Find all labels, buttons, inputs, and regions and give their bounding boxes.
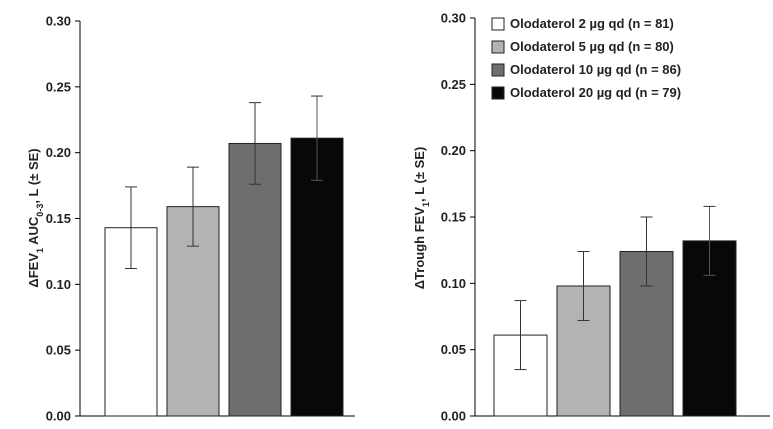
right-legend-label-2: Olodaterol 5 µg qd (n = 80) [510,39,674,54]
left-bar-3 [228,142,282,417]
left-y-axis-title-part: ΔFEV [26,253,41,288]
right-y-tick-label: 0.10 [441,276,466,291]
left-y-tick-label: 0.05 [46,343,71,358]
right-legend-label-3: Olodaterol 10 µg qd (n = 86) [510,62,681,77]
left-y-tick-label: 0.15 [46,211,71,226]
left-y-tick-label: 0.00 [46,409,71,424]
chart-left-fev1-auc: 0.00 0.05 0.10 0.15 0.20 0.25 0.30 ΔFEV1 AUC0-3… [26,14,355,424]
left-y-tick-label: 0.10 [46,277,71,292]
left-bar-4 [290,137,344,417]
right-y-axis-title-part: , L (± SE) [412,147,427,202]
right-y-tick-label: 0.00 [441,409,466,424]
left-y-axis-title-part: 1 [35,248,45,253]
left-y-tick-label: 0.30 [46,14,71,29]
right-legend-swatch-2 [491,40,505,54]
right-y-tick-label: 0.20 [441,143,466,158]
left-y-tick-label: 0.25 [46,79,71,94]
right-y-axis-title-part: 1 [421,202,431,207]
right-legend-swatch-4 [491,86,505,100]
left-y-axis-title-part: AUC [26,216,41,248]
right-y-tick-label: 0.30 [441,11,466,26]
left-y-tick-label: 0.20 [46,145,71,160]
right-y-tick-label: 0.25 [441,77,466,92]
right-legend-label-1: Olodaterol 2 µg qd (n = 81) [510,16,674,31]
chart-right-trough-fev1: 0.00 0.05 0.10 0.15 0.20 0.25 0.30 ΔTrough FEV1… [412,11,770,424]
right-legend: Olodaterol 2 µg qd (n = 81) Olodaterol 5 … [491,16,681,100]
left-bar-1 [104,227,158,417]
left-y-axis-title: ΔFEV1 AUC0-3, L (± SE) [26,148,45,287]
left-y-axis-title-part: , L (± SE) [26,148,41,203]
right-legend-label-4: Olodaterol 20 µg qd (n = 79) [510,85,681,100]
right-y-axis-title: ΔTrough FEV1, L (± SE) [412,147,431,290]
left-y-axis-title-part: 0-3 [35,204,45,217]
right-y-tick-label: 0.05 [441,342,466,357]
right-legend-swatch-3 [491,63,505,77]
right-y-axis-title-part: ΔTrough FEV [412,207,427,290]
right-legend-swatch-1 [491,17,505,31]
right-y-tick-label: 0.15 [441,210,466,225]
